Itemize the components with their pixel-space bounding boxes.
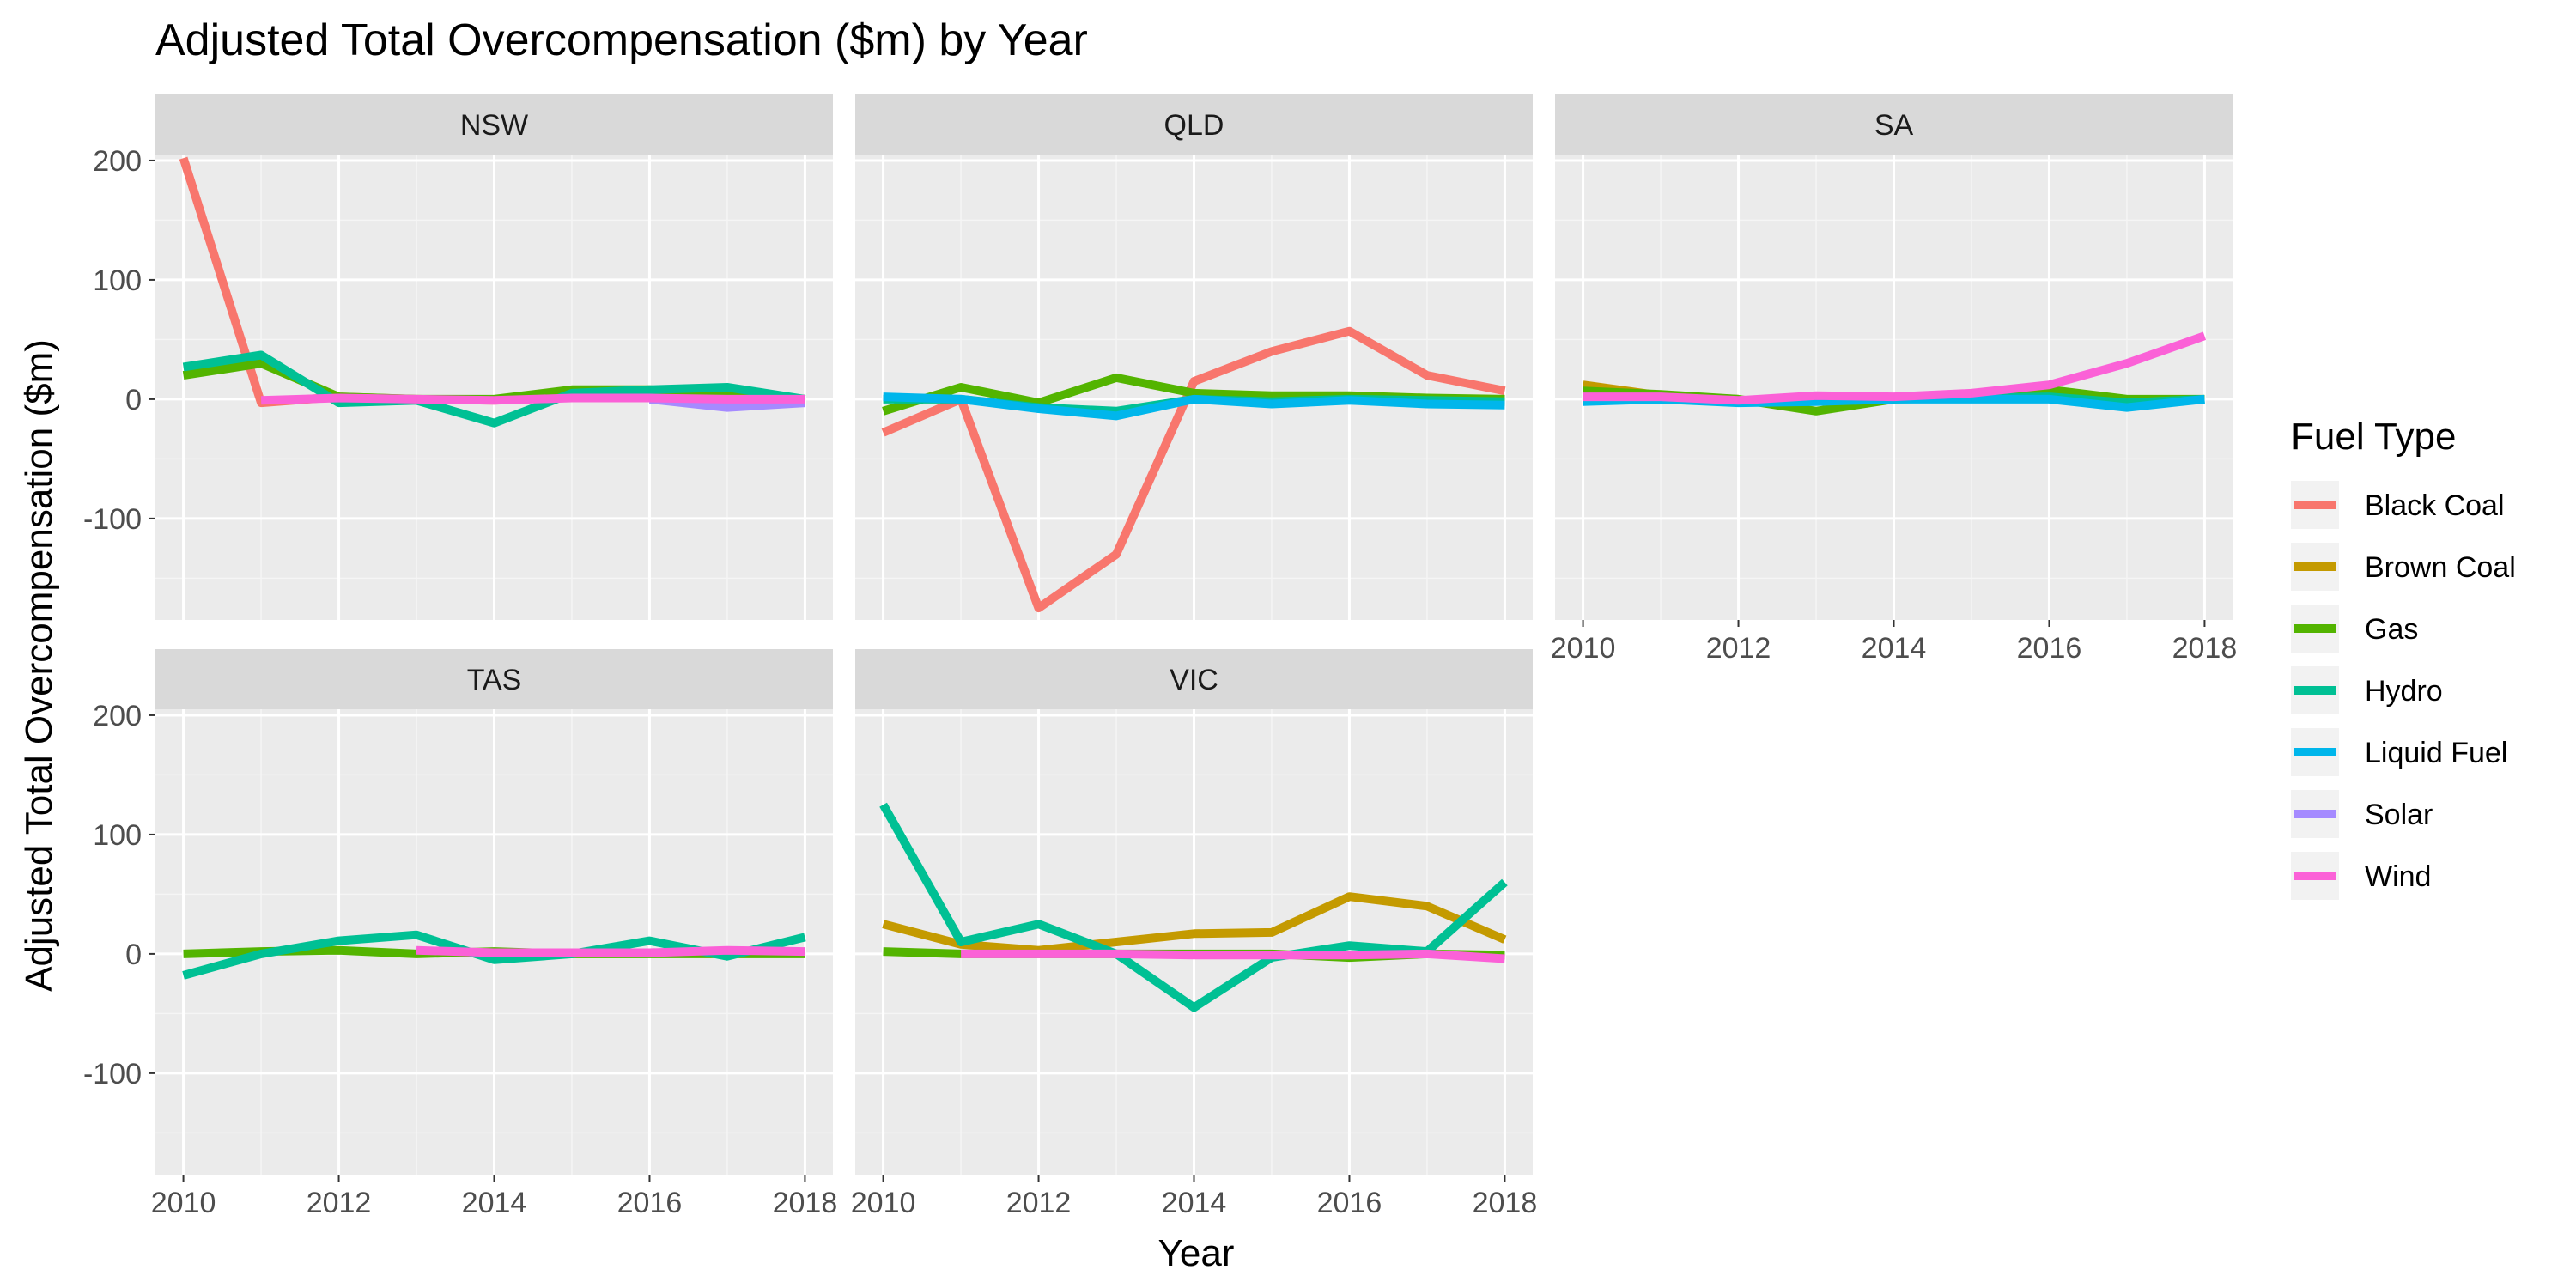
legend-item-black-coal: Black Coal (2291, 481, 2505, 529)
panel-qld: QLD (855, 94, 1533, 620)
series-line-black-coal (881, 326, 1506, 613)
x-tick-label: 2014 (1162, 1187, 1227, 1219)
y-tick-label: -100 (83, 1058, 142, 1091)
series-line-wind (1583, 331, 2207, 405)
legend-label: Brown Coal (2365, 551, 2516, 584)
x-tick-label: 2018 (773, 1187, 838, 1219)
legend-item-liquid-fuel: Liquid Fuel (2291, 728, 2507, 776)
series-line-wind (961, 949, 1505, 963)
panel-vic: VIC 2010 2012 2014 2016 2018 (851, 649, 1537, 1219)
strip-background (155, 94, 833, 155)
y-tick-label: -100 (83, 503, 142, 536)
y-tick-label: 200 (93, 700, 142, 732)
strip-label: SA (1874, 109, 1914, 142)
chart-title: Adjusted Total Overcompensation ($m) by … (155, 15, 1088, 65)
strip-label: NSW (460, 109, 528, 142)
strip-background (855, 649, 1533, 709)
y-tick-label: 0 (125, 939, 142, 971)
strip-label: VIC (1170, 664, 1218, 696)
legend-label: Hydro (2365, 675, 2443, 708)
series-line-brown-coal (882, 892, 1507, 955)
y-tick-label: 200 (93, 145, 142, 178)
x-axis-title: Year (1158, 1232, 1235, 1274)
x-tick-label: 2012 (1706, 632, 1771, 665)
y-tick-label: 100 (93, 819, 142, 852)
x-tick-label: 2012 (307, 1187, 372, 1219)
legend-label: Gas (2365, 613, 2418, 646)
strip-background (855, 94, 1533, 155)
x-tick-label: 2010 (851, 1187, 916, 1219)
panel-nsw: NSW -100 0 100 200 (83, 94, 833, 620)
legend-label: Liquid Fuel (2365, 737, 2507, 769)
legend-item-gas: Gas (2291, 605, 2418, 653)
series-line-hydro (879, 802, 1508, 1012)
legend-label: Solar (2365, 799, 2433, 831)
x-tick-label: 2010 (1551, 632, 1616, 665)
panel-sa: SA 2010 2012 2014 2016 2018 (1551, 94, 2237, 665)
x-tick-label: 2016 (617, 1187, 683, 1219)
strip-background (155, 649, 833, 709)
legend: Fuel Type Black Coal Brown Coal Gas Hydro Li… (2291, 416, 2516, 900)
legend-title: Fuel Type (2291, 416, 2456, 458)
series-line-wind (416, 945, 805, 957)
series-line-wind (260, 393, 805, 405)
x-tick-label: 2016 (1317, 1187, 1382, 1219)
x-tick-label: 2014 (1862, 632, 1927, 665)
x-tick-label: 2016 (2017, 632, 2082, 665)
strip-label: QLD (1164, 109, 1224, 142)
legend-label: Wind (2365, 860, 2431, 893)
x-tick-label: 2010 (151, 1187, 216, 1219)
legend-item-brown-coal: Brown Coal (2291, 543, 2516, 591)
x-tick-label: 2012 (1006, 1187, 1072, 1219)
y-tick-label: 100 (93, 264, 142, 297)
y-tick-label: 0 (125, 384, 142, 416)
strip-label: TAS (467, 664, 522, 696)
x-tick-label: 2014 (462, 1187, 527, 1219)
legend-item-solar: Solar (2291, 790, 2433, 838)
strip-background (1555, 94, 2233, 155)
legend-item-wind: Wind (2291, 852, 2431, 900)
y-axis-title: Adjusted Total Overcompensation ($m) (18, 339, 60, 992)
x-tick-label: 2018 (2172, 632, 2238, 665)
series-line-liquid-fuel (883, 392, 1505, 421)
series-line-hydro (182, 350, 806, 428)
x-tick-label: 2018 (1473, 1187, 1538, 1219)
legend-label: Black Coal (2365, 489, 2505, 522)
legend-item-hydro: Hydro (2291, 666, 2443, 714)
panel-tas: TAS -100 0 100 200 2010 2012 2014 2016 2018 (83, 649, 837, 1219)
